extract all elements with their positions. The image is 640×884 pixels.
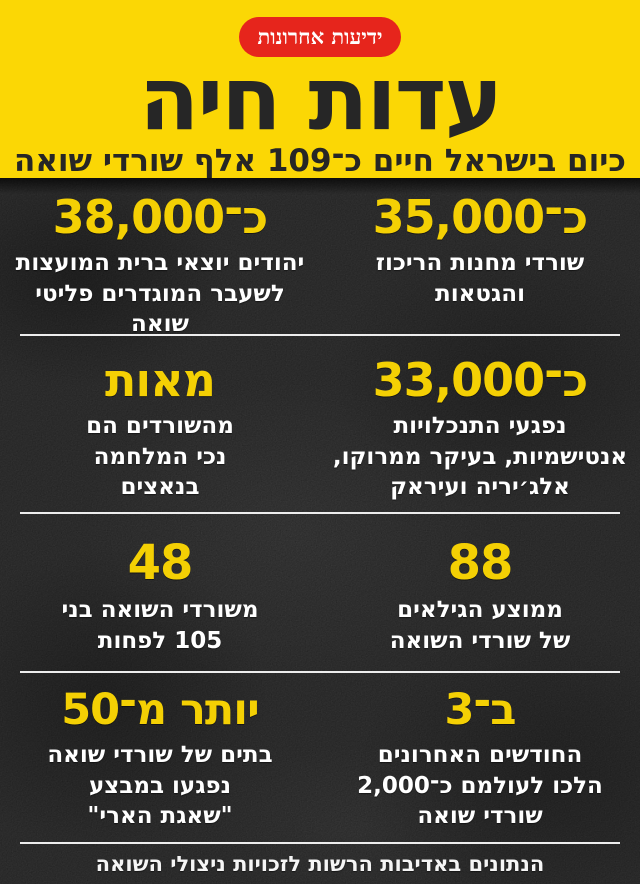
row-divider: [20, 512, 620, 514]
stat-value: כ־33,000: [372, 353, 589, 407]
stat-desc: מהשורדים הם נכי המלחמה בנאצים: [86, 413, 234, 501]
stat-row: ב־3 החודשים האחרונים הלכו לעולמם כ־2,000…: [0, 673, 640, 844]
row-divider: [20, 671, 620, 673]
stat-war-disabled: מאות מהשורדים הם נכי המלחמה בנאצים: [0, 356, 320, 514]
stats-section: כ־35,000 שורדי מחנות הריכוז והגטאות כ־38…: [0, 178, 640, 884]
stat-damaged-homes: יותר מ־50 בתים של שורדי שואה נפגעו במבצע…: [0, 685, 320, 844]
newspaper-logo-badge: ידיעות אחרונות: [239, 17, 401, 57]
stat-value: 88: [447, 535, 514, 591]
stat-average-age: 88 ממוצע הגילאים של שורדי השואה: [320, 538, 640, 673]
stat-row: כ־35,000 שורדי מחנות הריכוז והגטאות כ־38…: [0, 178, 640, 339]
stat-value: יותר מ־50: [61, 685, 259, 735]
stat-desc: בתים של שורדי שואה נפגעו במבצע "שאגת האר…: [47, 742, 273, 829]
stat-age-105: 48 משורדי השואה בני 105 לפחות: [0, 538, 320, 673]
stat-antisemitic-persecution: כ־33,000 נפגעי התנכלויות אנטישמיות, בעיק…: [320, 356, 640, 514]
stat-value: כ־35,000: [372, 190, 589, 244]
page-subtitle: כיום בישראל חיים כ־109 אלף שורדי שואה: [14, 143, 626, 180]
stat-desc: ממוצע הגילאים של שורדי השואה: [389, 597, 571, 654]
stat-camp-survivors: כ־35,000 שורדי מחנות הריכוז והגטאות: [320, 193, 640, 339]
stat-row: כ־33,000 נפגעי התנכלויות אנטישמיות, בעיק…: [0, 336, 640, 514]
stat-ussr-refugees: כ־38,000 יהודים יוצאי ברית המועצות לשעבר…: [0, 193, 320, 339]
stat-value: כ־38,000: [52, 190, 269, 244]
stat-value: ב־3: [444, 685, 517, 735]
row-divider: [20, 334, 620, 336]
stat-value: מאות: [105, 353, 216, 407]
stat-desc: יהודים יוצאי ברית המועצות לשעבר המוגדרים…: [15, 250, 305, 338]
page-title: עדות חיה: [138, 47, 503, 150]
stat-row: 88 ממוצע הגילאים של שורדי השואה 48 משורד…: [0, 514, 640, 673]
stat-desc: נפגעי התנכלויות אנטישמיות, בעיקר ממרוקו,…: [332, 413, 628, 501]
header: ידיעות אחרונות עדות חיה כיום בישראל חיים…: [0, 0, 640, 178]
stat-desc: משורדי השואה בני 105 לפחות: [61, 597, 259, 654]
stat-recent-deaths: ב־3 החודשים האחרונים הלכו לעולמם כ־2,000…: [320, 685, 640, 844]
stat-desc: שורדי מחנות הריכוז והגטאות: [375, 250, 585, 307]
stat-desc: החודשים האחרונים הלכו לעולמם כ־2,000 שור…: [357, 742, 603, 829]
stat-value: 48: [127, 535, 194, 591]
source-credit: הנתונים באדיבות הרשות לזכויות ניצולי השו…: [95, 852, 545, 876]
